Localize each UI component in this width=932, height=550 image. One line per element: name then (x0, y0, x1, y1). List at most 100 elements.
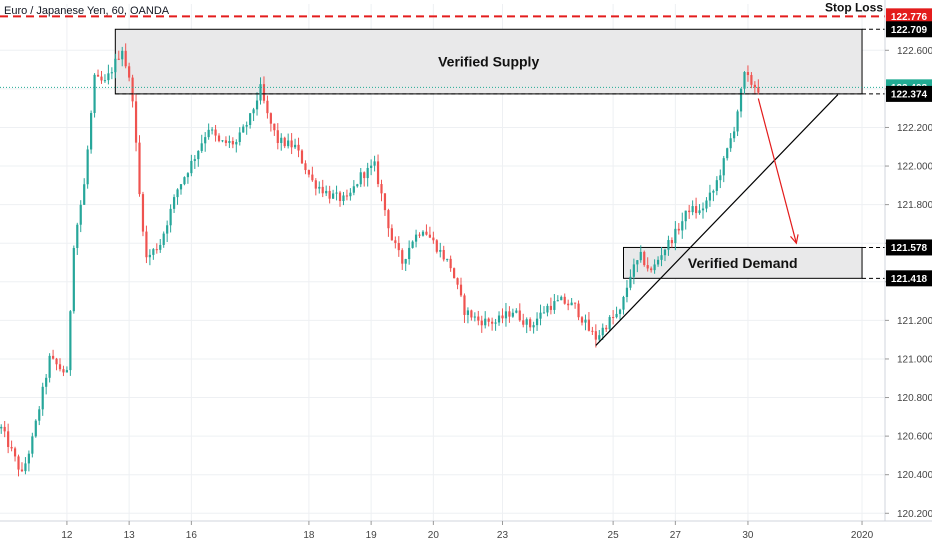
candle-body (736, 111, 739, 132)
candle-body (318, 186, 321, 189)
y-tick-label: 122.600 (897, 46, 932, 57)
candle-body (452, 268, 456, 279)
candle-body (701, 208, 705, 211)
candle-body (245, 125, 248, 127)
candle-body (418, 234, 421, 236)
candle-body (10, 446, 13, 449)
candle-body (439, 249, 442, 252)
y-tick-label: 120.400 (897, 470, 932, 481)
candle-body (48, 355, 51, 378)
candle-body (224, 140, 228, 143)
candle-body (366, 167, 369, 179)
candle-body (432, 237, 435, 241)
candle-body (729, 138, 732, 149)
candle-body (636, 260, 639, 265)
candle-body (69, 311, 72, 371)
candle-body (549, 305, 552, 310)
candle-body (352, 186, 355, 193)
candle-body (487, 318, 490, 322)
candle-body (138, 142, 141, 195)
candle-body (656, 259, 660, 265)
candle-body (757, 87, 760, 93)
candle-body (162, 233, 165, 245)
price-tag-box (886, 8, 932, 25)
candle-body (262, 84, 266, 101)
candle-body (166, 225, 169, 234)
candle-body (691, 206, 694, 213)
candle-body (186, 173, 190, 178)
candle-body (266, 100, 269, 114)
candle-body (107, 73, 110, 81)
candle-body (65, 370, 69, 373)
candle-body (456, 278, 459, 285)
candle-body (601, 327, 604, 336)
candle-body (103, 80, 107, 82)
candle-body (221, 140, 224, 142)
candle-body (176, 189, 179, 198)
candle-body (529, 319, 532, 328)
candle-body (605, 327, 608, 330)
candle-body (349, 192, 352, 197)
candle-body (660, 255, 663, 260)
candle-body (560, 296, 563, 301)
candle-body (79, 204, 82, 225)
candle-body (235, 142, 238, 145)
candle-body (141, 194, 145, 232)
x-tick-label: 13 (124, 530, 136, 541)
candle-body (45, 377, 48, 387)
candle-body (708, 192, 712, 201)
x-tick-label: 16 (186, 530, 198, 541)
candle-body (238, 132, 241, 143)
candle-body (383, 193, 387, 211)
overlays-layer: Stop Loss (0, 0, 885, 346)
candle-body (96, 74, 100, 77)
candle-body (632, 264, 635, 277)
candle-body (584, 319, 587, 323)
candle-body (110, 72, 113, 74)
candle-body (615, 313, 618, 318)
x-tick-label: 23 (497, 530, 509, 541)
candle-body (24, 463, 27, 472)
x-tick-label: 25 (608, 530, 620, 541)
candle-body (159, 244, 162, 250)
candle-body (491, 321, 494, 324)
candle-body (653, 264, 656, 271)
candle-body (280, 137, 283, 144)
candles-layer (0, 43, 760, 477)
candle-body (121, 50, 124, 60)
stop-loss-label: Stop Loss (825, 0, 883, 14)
candle-body (397, 242, 400, 251)
candle-body (726, 148, 729, 159)
candle-body (463, 295, 466, 315)
candle-body (83, 184, 86, 205)
price-tag-box (886, 21, 932, 38)
candle-body (200, 143, 203, 151)
candle-body (51, 355, 55, 359)
price-tag-box (886, 270, 932, 287)
supply-zone-label: Verified Supply (438, 54, 539, 70)
candle-body (373, 161, 376, 166)
candle-body (76, 224, 79, 248)
x-tick-label: 19 (366, 530, 378, 541)
candle-body (484, 318, 487, 326)
candle-body (553, 301, 556, 310)
candle-body (31, 436, 34, 454)
y-tick-label: 121.200 (897, 316, 932, 327)
candle-body (345, 195, 349, 197)
candle-body (522, 320, 525, 325)
price-tag-box (886, 85, 932, 102)
candle-body (425, 231, 428, 235)
x-tick-label: 20 (428, 530, 440, 541)
x-tick-label: 30 (742, 530, 754, 541)
candle-body (694, 206, 698, 214)
candle-body (269, 113, 272, 124)
supply-zone (114, 28, 863, 95)
x-tick-label: 2020 (851, 530, 874, 541)
candle-body (414, 234, 418, 242)
candle-body (674, 228, 677, 244)
price-tag-label: 122.776 (891, 12, 928, 23)
candle-body (228, 140, 231, 143)
candle-body (255, 100, 259, 110)
demand-zone (622, 246, 863, 279)
